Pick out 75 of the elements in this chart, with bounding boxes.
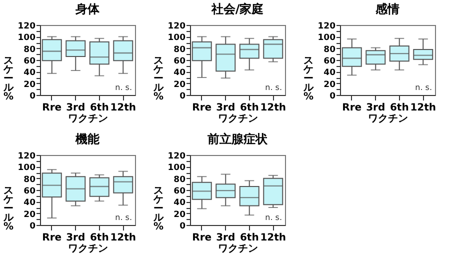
y-tick-label: 100 xyxy=(18,33,36,44)
x-tick-label: 12th xyxy=(110,102,136,114)
y-tick-label: 0 xyxy=(180,92,186,102)
x-tick-label: 3rd xyxy=(66,232,86,244)
y-tick-label: 40 xyxy=(174,198,186,208)
x-tick-label: 6th xyxy=(240,232,259,244)
y-tick-label: 20 xyxy=(324,80,336,90)
y-axis-title: スケール% xyxy=(2,56,14,102)
x-tick-label: 6th xyxy=(390,102,409,114)
y-tick-label: 0 xyxy=(30,92,36,102)
annotation: n. s. xyxy=(115,213,132,222)
x-tick-label: 6th xyxy=(90,102,109,114)
y-tick-label: 20 xyxy=(174,210,186,220)
y-axis-title: スケール% xyxy=(302,56,314,102)
y-tick-label: 80 xyxy=(174,44,186,55)
y-tick-label: 120 xyxy=(318,22,336,32)
chart-title: 身体 xyxy=(74,2,100,16)
y-tick-label: 120 xyxy=(18,152,36,162)
chart-title: 社会/家庭 xyxy=(210,2,264,16)
y-axis-title: スケール% xyxy=(152,186,164,232)
chart-title: 前立腺症状 xyxy=(206,132,268,146)
y-tick-label: 60 xyxy=(24,186,36,196)
x-axis-title: ワクチン xyxy=(218,114,258,124)
y-tick-label: 20 xyxy=(24,210,36,220)
y-tick-label: 40 xyxy=(24,198,36,208)
x-axis-title: ワクチン xyxy=(68,244,108,254)
y-tick-label: 0 xyxy=(30,222,36,232)
y-tick-label: 80 xyxy=(24,44,36,55)
y-tick-label: 40 xyxy=(174,68,186,78)
y-tick-label: 60 xyxy=(174,56,186,66)
x-tick-label: Rre xyxy=(42,232,62,244)
y-tick-label: 60 xyxy=(24,56,36,66)
x-axis-title: ワクチン xyxy=(218,244,258,254)
chart-title: 機能 xyxy=(74,132,100,146)
y-tick-label: 40 xyxy=(324,68,336,78)
y-tick-label: 0 xyxy=(180,222,186,232)
y-tick-label: 80 xyxy=(174,174,186,185)
chart-title: 感情 xyxy=(374,2,400,16)
x-axis-title: ワクチン xyxy=(368,114,408,124)
y-tick-label: 40 xyxy=(24,68,36,78)
y-tick-label: 100 xyxy=(168,33,186,44)
x-tick-label: 12th xyxy=(410,102,436,114)
y-tick-label: 100 xyxy=(18,163,36,174)
y-tick-label: 20 xyxy=(24,80,36,90)
y-tick-label: 20 xyxy=(174,80,186,90)
x-tick-label: Rre xyxy=(192,102,212,114)
y-tick-label: 100 xyxy=(318,33,336,44)
x-tick-label: Rre xyxy=(342,102,362,114)
y-tick-label: 80 xyxy=(24,174,36,185)
y-tick-label: 100 xyxy=(168,163,186,174)
annotation: n. s. xyxy=(415,83,432,92)
annotation: n. s. xyxy=(265,83,282,92)
y-tick-label: 60 xyxy=(324,56,336,66)
x-tick-label: 3rd xyxy=(366,102,386,114)
x-tick-label: 6th xyxy=(240,102,259,114)
y-tick-label: 0 xyxy=(330,92,336,102)
x-tick-label: 3rd xyxy=(216,102,236,114)
x-tick-label: 12th xyxy=(260,232,286,244)
annotation: n. s. xyxy=(265,213,282,222)
y-tick-label: 120 xyxy=(18,22,36,32)
y-axis-title: スケール% xyxy=(152,56,164,102)
x-tick-label: 6th xyxy=(90,232,109,244)
y-tick-label: 80 xyxy=(324,44,336,55)
y-tick-label: 60 xyxy=(174,186,186,196)
annotation: n. s. xyxy=(115,83,132,92)
x-tick-label: Rre xyxy=(192,232,212,244)
x-tick-label: 12th xyxy=(110,232,136,244)
y-tick-label: 120 xyxy=(168,22,186,32)
x-axis-title: ワクチン xyxy=(68,114,108,124)
y-axis-title: スケール% xyxy=(2,186,14,232)
x-tick-label: 12th xyxy=(260,102,286,114)
x-tick-label: 3rd xyxy=(66,102,86,114)
x-tick-label: 3rd xyxy=(216,232,236,244)
x-tick-label: Rre xyxy=(42,102,62,114)
y-tick-label: 120 xyxy=(168,152,186,162)
